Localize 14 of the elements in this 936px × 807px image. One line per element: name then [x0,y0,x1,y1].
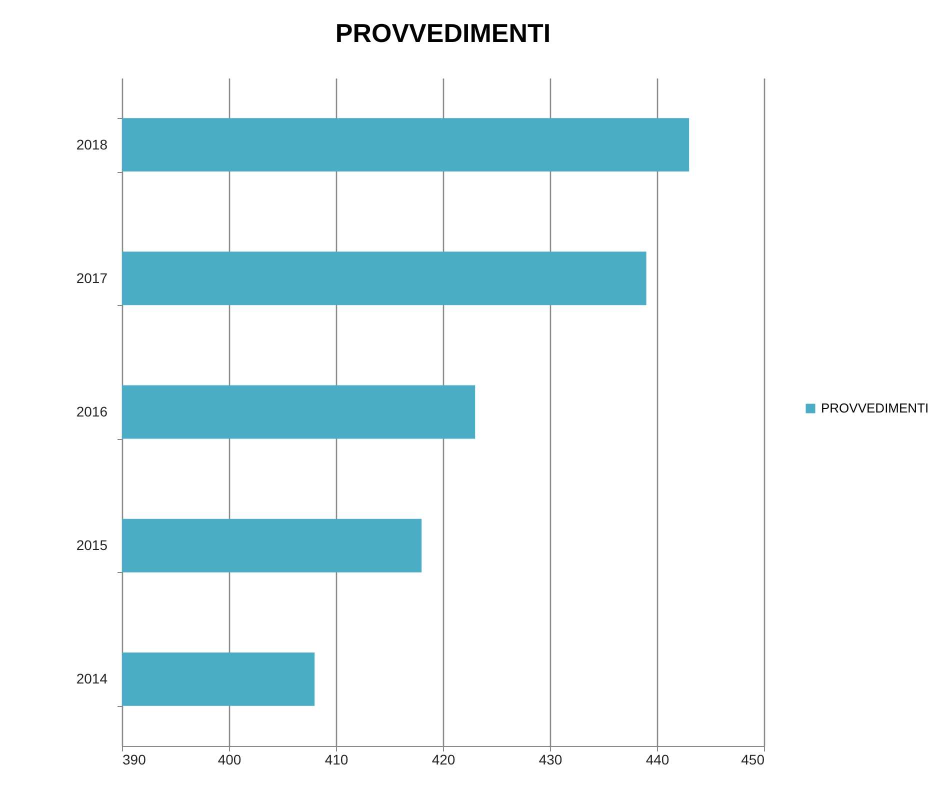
y-tick-label: 2015 [76,537,108,554]
legend-label: PROVVEDIMENTI [821,400,929,416]
y-tick-label: 2016 [76,404,108,420]
chart-title: PROVVEDIMENTI [335,18,551,48]
y-tick-label: 2017 [76,270,108,286]
x-tick-label: 430 [538,752,562,768]
y-tick-label: 2014 [76,670,108,687]
x-tick-label: 440 [646,752,670,768]
x-tick-label: 390 [122,752,146,768]
x-tick-label: 410 [324,752,348,768]
x-tick-label: 400 [218,752,242,768]
x-tick-label: 450 [741,752,765,768]
y-tick-label: 2018 [76,136,108,152]
x-tick-label: 420 [432,752,456,768]
